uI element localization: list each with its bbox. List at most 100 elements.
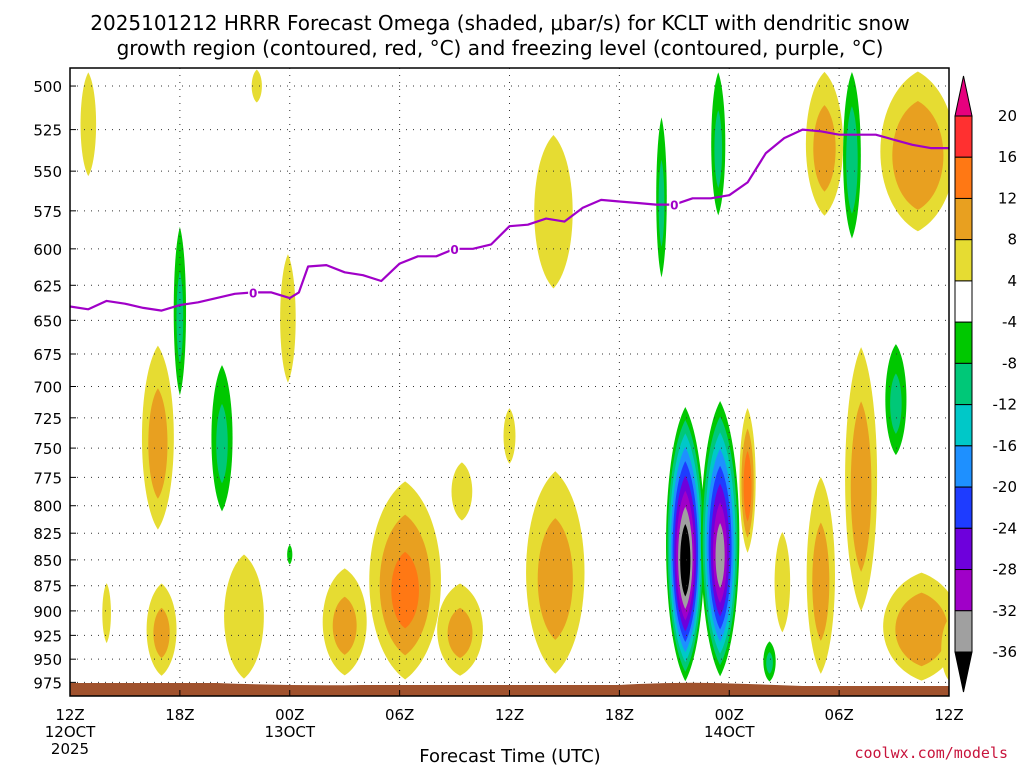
omega-ascent-cell: [666, 407, 705, 682]
omega-descent-cell: [503, 408, 516, 464]
omega-ascent-cell: [885, 344, 907, 456]
freezing-label-bg: [669, 197, 680, 212]
omega-ascent-cell: [843, 72, 861, 239]
colorbar-bin: [954, 321, 973, 364]
omega-descent-cell: [774, 531, 791, 633]
omega-descent-cell: [437, 583, 483, 676]
y-axis: 500 525 550 575 600 625 650 675 700 725 750 775 800 8…: [33, 78, 76, 692]
omega-contour-band: [941, 618, 949, 681]
omega-descent-cell: [845, 347, 878, 612]
omega-descent-cell: [534, 135, 573, 289]
omega-contour-band: [743, 450, 752, 522]
omega-contour-band: [251, 69, 262, 103]
credit-text: coolwx.com/models: [854, 744, 1008, 762]
omega-descent-cell: [141, 345, 174, 530]
omega-descent-cell: [224, 554, 264, 679]
colorbar-label: -36: [993, 643, 1018, 661]
colorbar-bin: [954, 280, 973, 323]
colorbar-label: -12: [993, 396, 1018, 414]
omega-contour-band: [766, 652, 773, 674]
y-tick-label: 725: [33, 410, 62, 428]
x-tick-date-label: 12OCT: [45, 723, 96, 741]
x-tick-label: 00Z: [715, 706, 744, 724]
x-tick-label: 06Z: [824, 706, 853, 724]
omega-ascent-cell: [211, 365, 233, 512]
chart-title-line2: growth region (contoured, red, °C) and f…: [117, 36, 884, 60]
omega-contour-band: [80, 72, 97, 177]
colorbar-top-triangle: [954, 75, 973, 117]
omega-contour-band: [447, 607, 473, 659]
freezing-label-bg: [449, 241, 460, 256]
colorbar: 20 16 12 8 4 -4 -8 -12 -16 -20 -24 -28 -32 -36: [954, 75, 1018, 693]
omega-contour-band: [658, 159, 665, 247]
omega-descent-cell: [369, 481, 441, 680]
omega-descent-cell: [883, 572, 949, 681]
colorbar-label: 12: [998, 189, 1017, 207]
omega-contour-band: [813, 105, 836, 192]
colorbar-label: -20: [993, 478, 1018, 496]
colorbar-label: -32: [993, 602, 1018, 620]
omega-contour-band: [216, 403, 228, 484]
y-tick-label: 775: [33, 469, 62, 487]
freezing-level-line: [70, 128, 949, 312]
x-tick-label: 12Z: [55, 706, 84, 724]
colorbar-bin: [954, 527, 973, 571]
omega-ascent-cell: [711, 72, 726, 216]
x-tick-label: 18Z: [165, 706, 194, 724]
y-tick-label: 525: [33, 122, 62, 140]
colorbar-label: 8: [1007, 231, 1017, 249]
x-tick-date-label: 14OCT: [704, 723, 755, 741]
omega-descent-cell: [102, 583, 111, 644]
y-tick-label: 950: [33, 651, 62, 669]
colorbar-label: -28: [993, 561, 1018, 579]
omega-contour-band: [451, 462, 473, 521]
colorbar-label: 20: [998, 107, 1017, 125]
y-tick-label: 625: [33, 277, 62, 295]
omega-contour-band: [148, 388, 168, 499]
omega-descent-cell: [739, 407, 756, 553]
omega-contour-band: [102, 583, 111, 644]
omega-descent-cell: [805, 71, 844, 216]
colorbar-bin: [954, 445, 973, 488]
y-tick-label: 750: [33, 440, 62, 458]
y-tick-label: 650: [33, 312, 62, 330]
omega-contour-band: [153, 607, 170, 659]
freezing-level-label: 0: [450, 243, 458, 257]
colorbar-bin: [954, 197, 973, 241]
freezing-level-label: 0: [249, 286, 257, 300]
omega-descent-cell: [526, 471, 585, 674]
x-tick-label: 12Z: [495, 706, 524, 724]
omega-contour-band: [287, 544, 293, 565]
x-tick-label: 12Z: [934, 706, 963, 724]
omega-ascent-cell: [173, 226, 187, 396]
omega-descent-cell: [806, 476, 835, 674]
x-tick-year-label: 2025: [51, 740, 89, 758]
omega-contour-band: [176, 271, 184, 364]
omega-contour-band: [682, 537, 689, 588]
omega-contour-band: [280, 254, 296, 383]
y-tick-label: 825: [33, 525, 62, 543]
x-tick-label: 06Z: [385, 706, 414, 724]
omega-contour-band: [534, 135, 573, 289]
omega-contour-band: [224, 554, 264, 679]
omega-descent-cell: [146, 583, 177, 676]
colorbar-label: 4: [1007, 272, 1017, 290]
colorbar-label: -24: [993, 519, 1018, 537]
omega-descent-cell: [251, 69, 262, 103]
y-tick-label: 700: [33, 378, 62, 396]
omega-contour-band: [774, 531, 791, 633]
freezing-level-label: 0: [670, 199, 678, 213]
chart-title-line1: 2025101212 HRRR Forecast Omega (shaded, …: [90, 11, 909, 35]
colorbar-label: -16: [993, 437, 1018, 455]
y-tick-label: 550: [33, 163, 62, 181]
colorbar-label: -4: [1002, 313, 1017, 331]
omega-contour-band: [537, 518, 573, 640]
omega-ascent-cell: [763, 641, 776, 682]
colorbar-label: -8: [1002, 354, 1017, 372]
omega-descent-cell: [80, 72, 97, 177]
colorbar-bottom-triangle: [954, 651, 973, 693]
colorbar-bin: [954, 239, 973, 282]
colorbar-bin: [954, 156, 973, 199]
